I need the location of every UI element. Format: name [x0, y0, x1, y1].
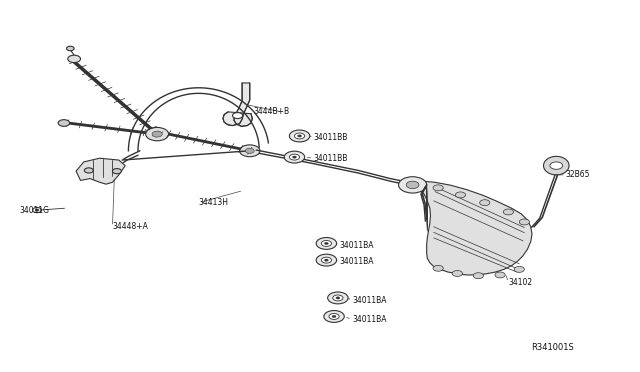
- Circle shape: [289, 130, 310, 142]
- Circle shape: [519, 219, 529, 225]
- Circle shape: [316, 254, 337, 266]
- Circle shape: [333, 295, 343, 301]
- Circle shape: [294, 133, 305, 139]
- Text: 34011BA: 34011BA: [339, 241, 374, 250]
- Polygon shape: [415, 181, 532, 275]
- Circle shape: [514, 266, 524, 272]
- Circle shape: [503, 209, 513, 215]
- Circle shape: [399, 177, 427, 193]
- Circle shape: [239, 145, 260, 157]
- Text: 34413H: 34413H: [198, 198, 228, 207]
- Circle shape: [245, 148, 254, 153]
- Circle shape: [324, 259, 328, 261]
- Polygon shape: [543, 156, 569, 175]
- Text: 34011G: 34011G: [20, 206, 50, 215]
- Circle shape: [289, 154, 300, 160]
- Circle shape: [550, 162, 563, 169]
- Text: 32B65: 32B65: [566, 170, 590, 179]
- Text: 34448+A: 34448+A: [113, 222, 148, 231]
- Text: 34011BB: 34011BB: [314, 133, 348, 142]
- Text: 3444B+B: 3444B+B: [253, 108, 289, 116]
- Circle shape: [495, 272, 505, 278]
- Circle shape: [316, 237, 337, 249]
- Circle shape: [452, 270, 463, 276]
- Circle shape: [284, 151, 305, 163]
- Circle shape: [67, 46, 74, 51]
- Circle shape: [324, 311, 344, 323]
- Circle shape: [321, 257, 332, 263]
- Text: R341001S: R341001S: [531, 343, 573, 352]
- Circle shape: [292, 156, 296, 158]
- Circle shape: [433, 265, 444, 271]
- Circle shape: [406, 181, 419, 189]
- Circle shape: [58, 120, 70, 126]
- Text: 34102: 34102: [508, 278, 532, 287]
- Circle shape: [321, 240, 332, 246]
- Circle shape: [146, 128, 169, 141]
- Circle shape: [332, 315, 336, 318]
- Circle shape: [152, 131, 163, 137]
- Circle shape: [35, 209, 39, 211]
- Circle shape: [456, 192, 466, 198]
- Circle shape: [298, 135, 301, 137]
- Circle shape: [84, 168, 93, 173]
- Polygon shape: [76, 158, 125, 184]
- Text: 34011BA: 34011BA: [339, 257, 374, 266]
- Polygon shape: [223, 83, 252, 126]
- Circle shape: [68, 55, 81, 62]
- Text: 34011BA: 34011BA: [352, 315, 387, 324]
- Circle shape: [433, 185, 444, 191]
- Text: 34011BA: 34011BA: [352, 296, 387, 305]
- Circle shape: [232, 113, 243, 119]
- Circle shape: [479, 200, 490, 206]
- Circle shape: [329, 314, 339, 320]
- Text: 34011BB: 34011BB: [314, 154, 348, 163]
- Circle shape: [33, 208, 42, 213]
- Circle shape: [473, 273, 483, 279]
- Circle shape: [336, 297, 340, 299]
- Circle shape: [113, 169, 122, 174]
- Circle shape: [328, 292, 348, 304]
- Circle shape: [324, 242, 328, 244]
